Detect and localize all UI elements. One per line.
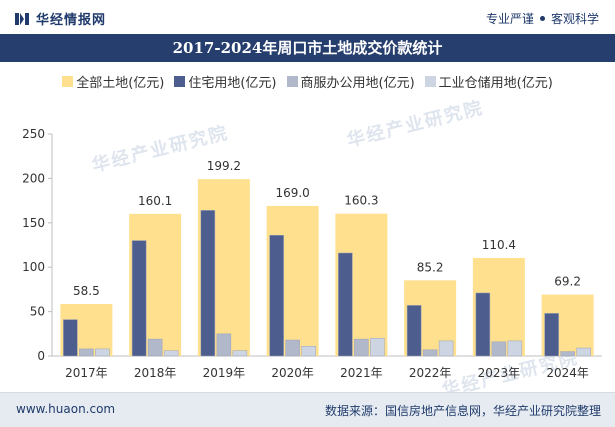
x-tick-label: 2018年 [134,366,177,380]
bar-industrial [301,345,316,357]
data-label: 85.2 [417,260,444,274]
brand[interactable]: 华经情报网 [14,9,106,28]
bar-residential [200,210,216,357]
brand-name: 华经情报网 [36,13,107,28]
bar-residential [544,313,559,357]
x-tick-label: 2021年 [340,366,383,380]
y-tick-label: 150 [22,216,45,230]
y-tick-label: 250 [22,127,45,141]
bar-commercial [422,349,438,357]
footer-source: 数据来源：国信房地产信息网，华经产业研究院整理 [324,404,601,418]
data-label: 110.4 [482,238,516,252]
footer: www.huaon.com 数据来源：国信房地产信息网，华经产业研究院整理 [0,392,615,427]
data-label: 160.3 [344,194,378,208]
bar-residential [406,305,422,357]
legend-swatch-residential [174,76,186,87]
title-bar: 2017-2024年周口市土地成交价款统计 [0,34,615,62]
y-tick-label: 200 [22,171,45,185]
bar-commercial [491,341,507,357]
slogan-left: 专业严谨 [485,12,534,26]
x-tick-label: 2022年 [409,366,452,380]
bar-residential [475,292,491,357]
legend-label-total: 全部土地(亿元) [76,76,165,91]
x-tick-label: 2017年 [65,366,108,380]
bar-industrial [95,348,110,357]
top-bar: 华经情报网 专业严谨 客观科学 [0,0,615,34]
data-label: 160.1 [138,194,172,208]
chart-legend: 全部土地(亿元) 住宅用地(亿元) 商服办公用地(亿元) 工业仓储用地(亿元) [0,72,615,91]
legend-label-commercial: 商服办公用地(亿元) [300,76,415,91]
x-tick-label: 2024年 [546,366,589,380]
bar-industrial [232,350,248,357]
brand-logo-icon [15,12,29,25]
bar-industrial [163,350,179,357]
bar-commercial [216,333,232,357]
bar-industrial [576,347,591,357]
chart-title: 2017-2024年周口市土地成交价款统计 [172,39,443,57]
slogan-dot-icon [539,16,545,21]
legend-label-residential: 住宅用地(亿元) [188,76,277,91]
bar-chart: 0 50 100 150 200 250 58.5 2017年 160.1 2018年 199.2 2… [22,127,602,380]
bar-residential [338,252,353,357]
data-label: 69.2 [554,275,581,289]
bar-commercial [354,338,369,357]
legend-swatch-commercial [286,76,298,87]
legend-item-total: 全部土地(亿元) [62,72,164,91]
x-tick-label: 2020年 [271,366,314,380]
data-label: 58.5 [73,284,100,298]
x-tick-label: 2023年 [478,366,521,380]
data-label: 169.0 [275,186,309,200]
footer-url-link[interactable]: www.huaon.com [16,402,116,416]
data-label: 199.2 [207,159,241,173]
legend-item-commercial: 商服办公用地(亿元) [286,72,415,91]
bar-commercial [285,339,300,357]
slogan-right: 客观科学 [550,12,599,26]
x-tick-label: 2019年 [203,366,246,380]
legend-item-industrial: 工业仓储用地(亿元) [424,72,553,91]
y-tick-label: 50 [30,305,45,319]
bar-industrial [438,340,454,357]
y-tick-label: 0 [37,349,45,363]
bar-commercial [560,351,575,357]
bar-industrial [370,337,385,357]
bar-commercial [79,348,94,357]
bar-residential [269,234,284,357]
legend-label-industrial: 工业仓储用地(亿元) [438,76,553,91]
legend-item-residential: 住宅用地(亿元) [174,72,277,91]
bar-residential [131,240,147,357]
bar-industrial [507,340,523,357]
bar-residential [63,319,78,357]
bar-commercial [147,338,163,357]
legend-swatch-industrial [424,76,436,87]
legend-swatch-total [62,76,74,87]
slogan: 专业严谨 客观科学 [486,10,599,27]
y-tick-label: 100 [22,260,45,274]
